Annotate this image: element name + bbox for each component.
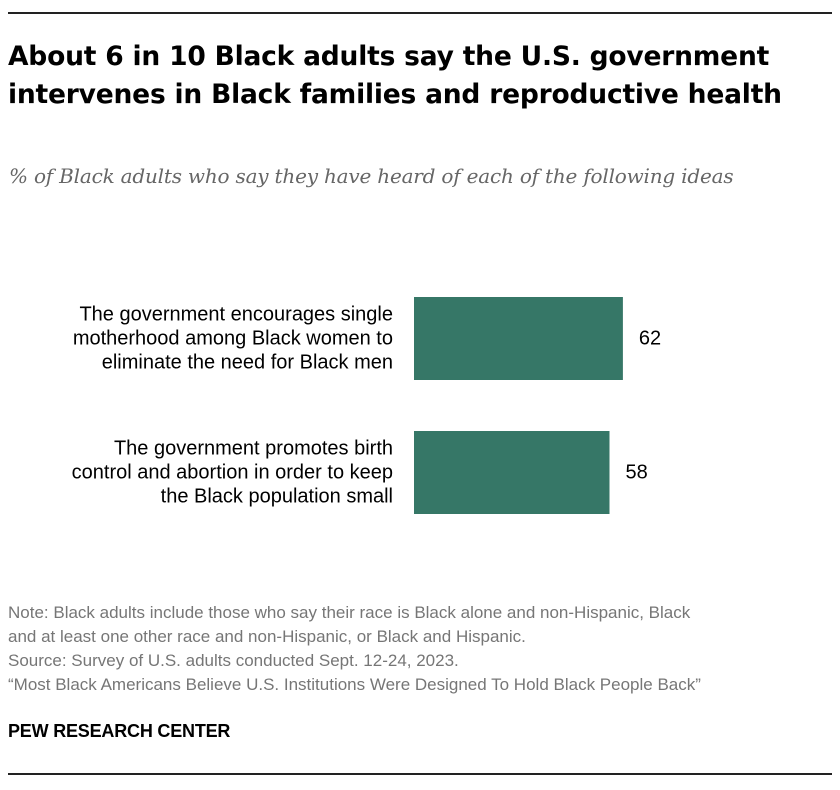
category-label-2-line-3: the Black population small <box>161 486 393 508</box>
category-label-2-line-2: control and abortion in order to keep <box>72 462 393 484</box>
category-label-1-line-2: motherhood among Black women to <box>73 328 393 350</box>
source-line: Source: Survey of U.S. adults conducted … <box>8 651 459 670</box>
chart-notes: Note: Black adults include those who say… <box>8 601 834 697</box>
pew-research-center-logo: PEW RESEARCH CENTER <box>8 721 231 741</box>
category-label-2: The government promotes birth control and… <box>72 438 393 508</box>
chart-title-line-1: About 6 in 10 Black adults say the U.S. … <box>8 41 770 72</box>
chart-title: About 6 in 10 Black adults say the U.S. … <box>8 38 828 114</box>
note-line-2: and at least one other race and non-Hisp… <box>8 627 526 646</box>
bar-1 <box>414 297 623 380</box>
category-label-1: The government encourages single motherho… <box>73 304 393 374</box>
chart-title-line-2: intervenes in Black families and reprodu… <box>8 79 782 110</box>
bar-2 <box>414 431 610 514</box>
report-title-line: “Most Black Americans Believe U.S. Insti… <box>8 675 701 694</box>
value-label-2: 58 <box>626 462 648 484</box>
note-line-1: Note: Black adults include those who say… <box>8 603 691 622</box>
chart-subtitle: % of Black adults who say they have hear… <box>9 164 734 188</box>
category-label-1-line-3: eliminate the need for Black men <box>102 352 393 374</box>
category-label-1-line-1: The government encourages single <box>79 304 393 326</box>
bottom-rule <box>8 773 832 775</box>
bar-chart: 62 The government encourages single mother… <box>72 297 661 514</box>
category-label-2-line-1: The government promotes birth <box>114 438 393 460</box>
value-label-1: 62 <box>639 328 661 350</box>
top-rule <box>8 12 832 14</box>
